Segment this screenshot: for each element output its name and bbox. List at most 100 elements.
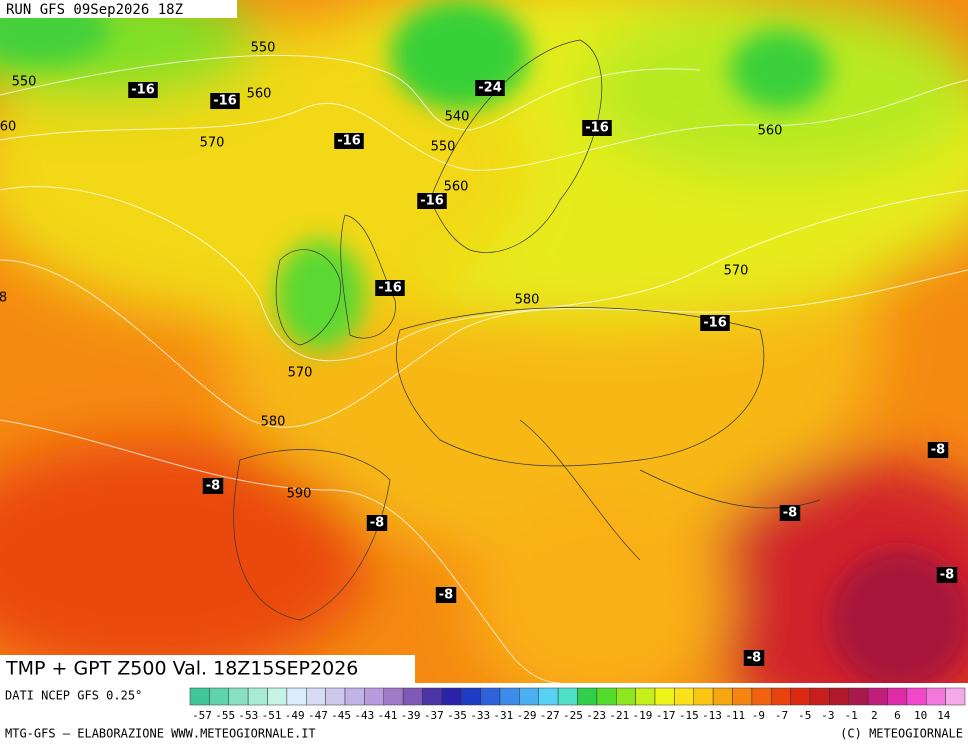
temperature-label: -16 [337, 134, 361, 149]
temperature-label-box [927, 442, 949, 458]
temperature-label-box [366, 515, 388, 531]
contour-label: 580 [261, 415, 286, 430]
colorbar-swatch [654, 687, 675, 706]
colorbar-swatch [596, 687, 617, 706]
colorbar-label: -43 [354, 709, 374, 722]
colorbar-swatch [344, 687, 365, 706]
temperature-label: -8 [940, 568, 954, 583]
temperature-label: -24 [478, 81, 502, 96]
footer-left: MTG-GFS – ELABORAZIONE WWW.METEOGIORNALE… [5, 727, 316, 741]
colorbar-swatch [325, 687, 346, 706]
colorbar-label: -53 [238, 709, 258, 722]
colorbar-swatch [538, 687, 559, 706]
temperature-label-box [582, 120, 612, 136]
colorbar-label: -39 [401, 709, 421, 722]
colorbar-swatch [461, 687, 481, 706]
colorbar-swatch [577, 687, 598, 706]
colorbar-label: -41 [378, 709, 398, 722]
colorbar-swatch [228, 687, 249, 706]
temperature-label: -8 [206, 479, 220, 494]
colorbar-label: -55 [215, 709, 235, 722]
colorbar-swatch [247, 687, 268, 706]
colorbar-label: -1 [844, 709, 857, 722]
colorbar-label: -25 [563, 709, 583, 722]
colorbar-swatch [790, 687, 811, 706]
colorbar-swatch [499, 687, 520, 706]
temperature-label: -16 [131, 83, 155, 98]
contour-label: 550 [251, 41, 276, 56]
colorbar-label: 2 [871, 709, 878, 722]
colorbar-label: -15 [679, 709, 699, 722]
temperature-label: -8 [439, 588, 453, 603]
colorbar-label: -9 [752, 709, 765, 722]
colorbar-label: -29 [517, 709, 537, 722]
colorbar-swatch [945, 687, 966, 706]
colorbar-swatch [693, 687, 714, 706]
contour-label: 580 [515, 293, 540, 308]
colorbar-label: -45 [331, 709, 351, 722]
temperature-label: -8 [783, 506, 797, 521]
temperature-label-box [475, 80, 505, 96]
title-box [0, 655, 415, 683]
colorbar-label: -17 [656, 709, 676, 722]
contour-label: 60 [0, 120, 16, 135]
colorbar-swatch [480, 687, 501, 706]
temperature-label-box [334, 133, 364, 149]
colorbar-swatch [751, 687, 772, 706]
temperature-label-box [435, 587, 457, 603]
temperature-label: -16 [585, 121, 609, 136]
colorbar-label: -49 [285, 709, 305, 722]
temperature-label-box [743, 650, 765, 666]
contour-label: 550 [431, 140, 456, 155]
temperature-label: -8 [747, 651, 761, 666]
colorbar-label: -19 [633, 709, 653, 722]
colorbar-label: -37 [424, 709, 444, 722]
colorbar-swatch [519, 687, 539, 706]
contour-label: 560 [758, 124, 783, 139]
colorbar-swatch [267, 687, 288, 706]
footer-right: (C) METEOGIORNALE [840, 727, 963, 741]
colorbar-swatch [867, 687, 888, 706]
colorbar-label: 10 [914, 709, 927, 722]
colorbar-label: -11 [725, 709, 745, 722]
temperature-label: -16 [213, 94, 237, 109]
colorbar-label: -35 [447, 709, 467, 722]
colorbar-label: 14 [937, 709, 951, 722]
colorbar-swatch [364, 687, 384, 706]
colorbar-swatch [926, 687, 946, 706]
temperature-label: -8 [931, 443, 945, 458]
contour-label: 560 [247, 87, 272, 102]
colorbar-label: -13 [702, 709, 722, 722]
contour-label: 590 [287, 487, 312, 502]
colorbar-swatch [809, 687, 830, 706]
temperature-label: -8 [370, 516, 384, 531]
colorbar-swatch [557, 687, 578, 706]
temperature-label-box [417, 193, 447, 209]
temperature-label: -16 [703, 316, 727, 331]
contour-label: 570 [288, 366, 313, 381]
colorbar-swatch [286, 687, 307, 706]
colorbar-label: -57 [192, 709, 212, 722]
contour-label: 560 [444, 180, 469, 195]
colorbar-swatch [887, 687, 908, 706]
contour-label: 540 [445, 110, 470, 125]
colorbar-swatch [848, 687, 869, 706]
colorbar-swatch [441, 687, 462, 706]
colorbar-swatch [209, 687, 229, 706]
colorbar-swatch [306, 687, 326, 706]
source-label: DATI NCEP GFS 0.25° [5, 689, 142, 703]
temperature-label-box [779, 505, 801, 521]
colorbar-swatch [712, 687, 733, 706]
colorbar-swatch [616, 687, 636, 706]
colorbar-swatch [674, 687, 694, 706]
colorbar-label: -47 [308, 709, 328, 722]
contour-label: 8 [0, 291, 7, 306]
colorbar-swatch [189, 687, 210, 706]
colorbar-swatch [829, 687, 849, 706]
colorbar-label: -31 [493, 709, 513, 722]
colorbar-swatch [635, 687, 656, 706]
colorbar-swatch [383, 687, 404, 706]
colorbar-label: -51 [262, 709, 282, 722]
